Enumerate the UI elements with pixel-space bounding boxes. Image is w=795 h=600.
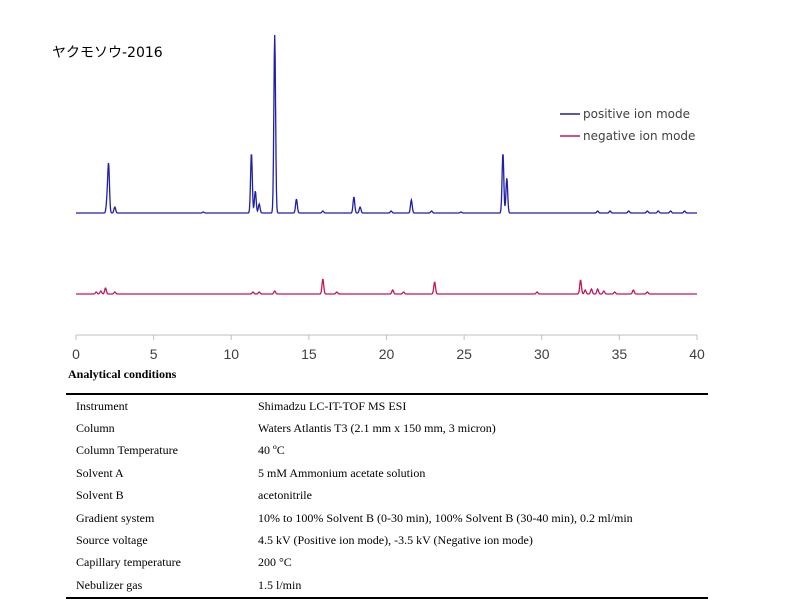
conditions-value: Waters Atlantis T3 (2.1 mm x 150 mm, 3 m… [258, 421, 496, 436]
legend-label-negative-ion-mode: negative ion mode [583, 129, 695, 143]
sample-title: ヤクモソウ-2016 [52, 45, 163, 61]
conditions-row: Capillary temperature 200 °C [66, 552, 708, 574]
conditions-row: Solvent A 5 mM Ammonium acetate solution [66, 462, 708, 484]
conditions-parameter: Instrument [76, 398, 128, 413]
conditions-row: Instrument Shimadzu LC-IT-TOF MS ESI [66, 394, 708, 417]
chromatogram-chart: ヤクモソウ-2016 positive ion mode negative ion… [52, 34, 705, 362]
conditions-row: Source voltage 4.5 kV (Positive ion mode)… [66, 529, 708, 551]
conditions-value: 200 °C [258, 555, 292, 570]
x-tick-label: 10 [223, 346, 239, 362]
conditions-value: 40 ºC [258, 443, 285, 458]
conditions-value: 5 mM Ammonium acetate solution [258, 465, 426, 480]
x-tick-label: 0 [72, 346, 80, 362]
conditions-value: 10% to 100% Solvent B (0-30 min), 100% S… [258, 510, 633, 525]
conditions-row: Gradient system 10% to 100% Solvent B (0-… [66, 507, 708, 529]
conditions-value: 1.5 l/min [258, 577, 302, 592]
trace-negative-ion-mode [76, 278, 697, 295]
conditions-value: acetonitrile [258, 488, 312, 503]
conditions-row: Column Waters Atlantis T3 (2.1 mm x 150 m… [66, 417, 708, 439]
conditions-row: Nebulizer gas 1.5 l/min [66, 574, 708, 597]
legend: positive ion mode negative ion mode [560, 107, 695, 143]
x-tick-label: 30 [534, 346, 550, 362]
conditions-parameter: Column Temperature [76, 443, 178, 458]
legend-label-positive-ion-mode: positive ion mode [583, 107, 690, 121]
x-tick-label: 40 [689, 346, 705, 362]
conditions-parameter: Solvent B [76, 488, 124, 503]
x-tick-label: 5 [150, 346, 158, 362]
x-axis: 0 5 10 15 20 25 30 35 40 [72, 334, 705, 362]
x-tick-label: 25 [456, 346, 472, 362]
conditions-parameter: Column [76, 421, 115, 436]
conditions-row: Column Temperature 40 ºC [66, 440, 708, 462]
chromatogram-traces [76, 34, 697, 295]
conditions-parameter: Solvent A [76, 465, 124, 480]
conditions-parameter: Source voltage [76, 533, 148, 548]
conditions-row: Solvent B acetonitrile [66, 485, 708, 507]
x-tick-label: 20 [379, 346, 395, 362]
conditions-parameter: Gradient system [76, 510, 155, 525]
analytical-conditions-table: Instrument Shimadzu LC-IT-TOF MS ESI Colum… [66, 393, 708, 599]
trace-positive-ion-mode [76, 34, 697, 214]
x-tick-label: 35 [612, 346, 628, 362]
conditions-parameter: Nebulizer gas [76, 577, 143, 592]
analytical-conditions-title: Analytical conditions [68, 367, 177, 381]
conditions-value: 4.5 kV (Positive ion mode), -3.5 kV (Neg… [258, 533, 533, 548]
conditions-value: Shimadzu LC-IT-TOF MS ESI [258, 398, 407, 413]
conditions-parameter: Capillary temperature [76, 555, 181, 570]
x-tick-label: 15 [301, 346, 317, 362]
